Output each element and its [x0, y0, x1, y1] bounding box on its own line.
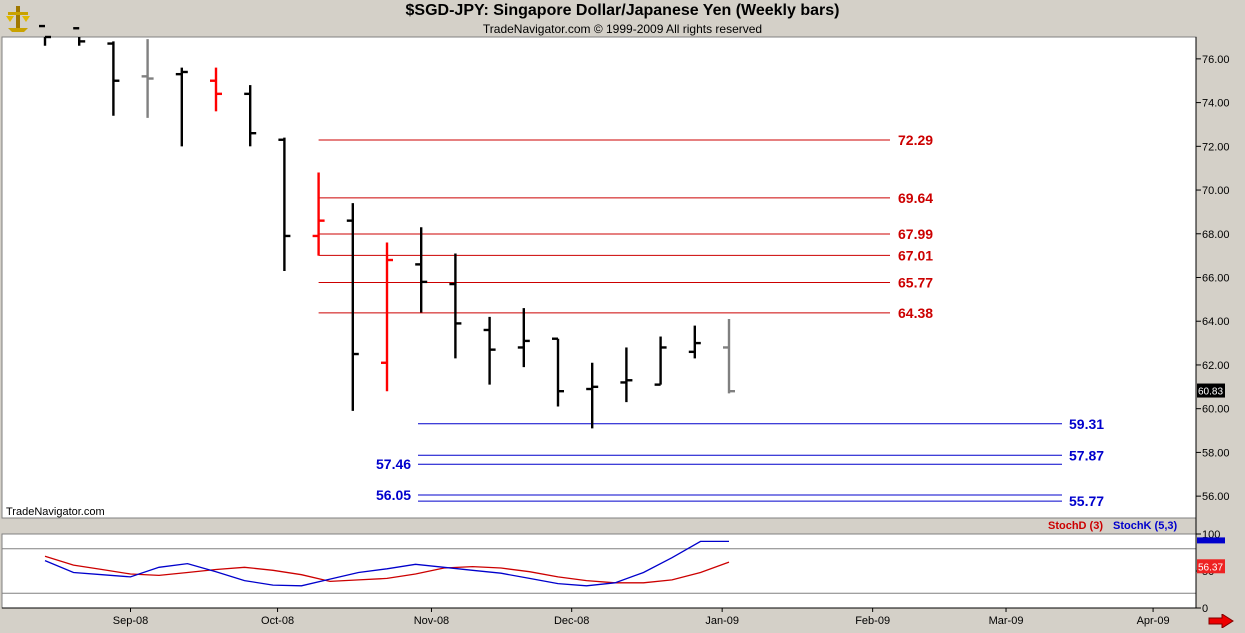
- ohlc-bar: [278, 137, 291, 271]
- resistance-label: 69.64: [898, 190, 933, 206]
- x-tick-label: Feb-09: [855, 615, 890, 627]
- chart-subtitle: TradeNavigator.com © 1999-2009 All right…: [482, 22, 763, 36]
- support-label: 55.77: [1069, 493, 1104, 509]
- ohlc-bar: [552, 337, 564, 407]
- ohlc-bar: [107, 41, 120, 116]
- stoch-last-tag: [1197, 559, 1225, 574]
- ohlc-bar: [654, 336, 667, 386]
- resistance-label: 72.29: [898, 132, 933, 148]
- legend-stoch-d: StochD (3): [1048, 520, 1103, 532]
- ohlc-bar: [346, 203, 359, 411]
- ohlc-bar: [244, 85, 257, 147]
- resistance-label: 65.77: [898, 275, 933, 291]
- y-tick-label: 72.00: [1202, 141, 1230, 153]
- ohlc-bar: [73, 27, 86, 46]
- y-tick-label: 56.00: [1202, 491, 1230, 503]
- support-left-label: 57.46: [376, 456, 411, 472]
- ohlc-bar: [688, 325, 701, 359]
- scroll-right-arrow-icon[interactable]: [1208, 613, 1234, 629]
- resistance-label: 67.01: [898, 247, 933, 263]
- stoch-y-tick-label: 0: [1202, 603, 1208, 615]
- support-label: 57.87: [1069, 447, 1104, 463]
- stoch-last-label: 56.37: [1198, 562, 1223, 573]
- axes: 76.00 74.00 72.00 70.00 68.00 66.00 64.00 62.00…: [2, 37, 1230, 627]
- stoch-k-last-tag: [1197, 537, 1225, 544]
- ohlc-bar: [723, 319, 735, 394]
- ohlc-bar: [483, 316, 496, 385]
- x-tick-label: Sep-08: [113, 615, 148, 627]
- ohlc-bar: [517, 308, 530, 368]
- ohlc-bar: [175, 67, 188, 147]
- x-tick-label: Jan-09: [705, 615, 739, 627]
- y-tick-label: 62.00: [1202, 360, 1230, 372]
- ohlc-bar: [620, 347, 633, 403]
- x-tick-label: Nov-08: [414, 615, 449, 627]
- ohlc-bar: [312, 172, 325, 256]
- y-tick-label: 58.00: [1202, 447, 1230, 459]
- price-panel-background: [1, 36, 1197, 519]
- x-tick-label: Oct-08: [261, 615, 294, 627]
- y-tick-label: 66.00: [1202, 273, 1230, 285]
- y-tick-label: 76.00: [1202, 54, 1230, 66]
- x-tick-label: Mar-09: [989, 615, 1024, 627]
- last-price-label: 60.83: [1198, 387, 1223, 398]
- resistance-label: 64.38: [898, 305, 933, 321]
- ohlc-bar: [381, 242, 393, 392]
- support-left-label: 56.05: [376, 487, 411, 503]
- ohlc-bar: [210, 67, 222, 112]
- stochastic-panel: [2, 540, 1196, 594]
- y-tick-label: 64.00: [1202, 316, 1230, 328]
- last-price-tag: [1197, 383, 1225, 398]
- stoch-panel-background: [1, 533, 1197, 609]
- ohlc-bar: [449, 253, 462, 359]
- watermark: TradeNavigator.com: [6, 506, 105, 518]
- x-tick-label: Apr-09: [1137, 615, 1170, 627]
- ohlc-bar: [39, 24, 51, 46]
- ohlc-bar: [141, 39, 154, 118]
- trade-navigator-logo-icon: [2, 2, 34, 34]
- legend-stoch-k: StochK (5,3): [1113, 520, 1178, 532]
- ohlc-bar: [415, 227, 428, 313]
- y-tick-label: 74.00: [1202, 98, 1230, 110]
- resistance-label: 67.99: [898, 226, 933, 242]
- y-tick-label: 70.00: [1202, 185, 1230, 197]
- x-tick-label: Dec-08: [554, 615, 589, 627]
- stoch-series-line: [44, 540, 729, 587]
- chart-title: $SGD-JPY: Singapore Dollar/Japanese Yen …: [405, 2, 840, 19]
- ohlc-bar: [586, 362, 599, 429]
- y-tick-label: 68.00: [1202, 229, 1230, 241]
- support-label: 59.31: [1069, 416, 1104, 432]
- y-tick-label: 60.00: [1202, 404, 1230, 416]
- price-panel: 72.29 69.64 67.99 67.01 65.77 64.38 59.31 57.87…: [39, 24, 1104, 509]
